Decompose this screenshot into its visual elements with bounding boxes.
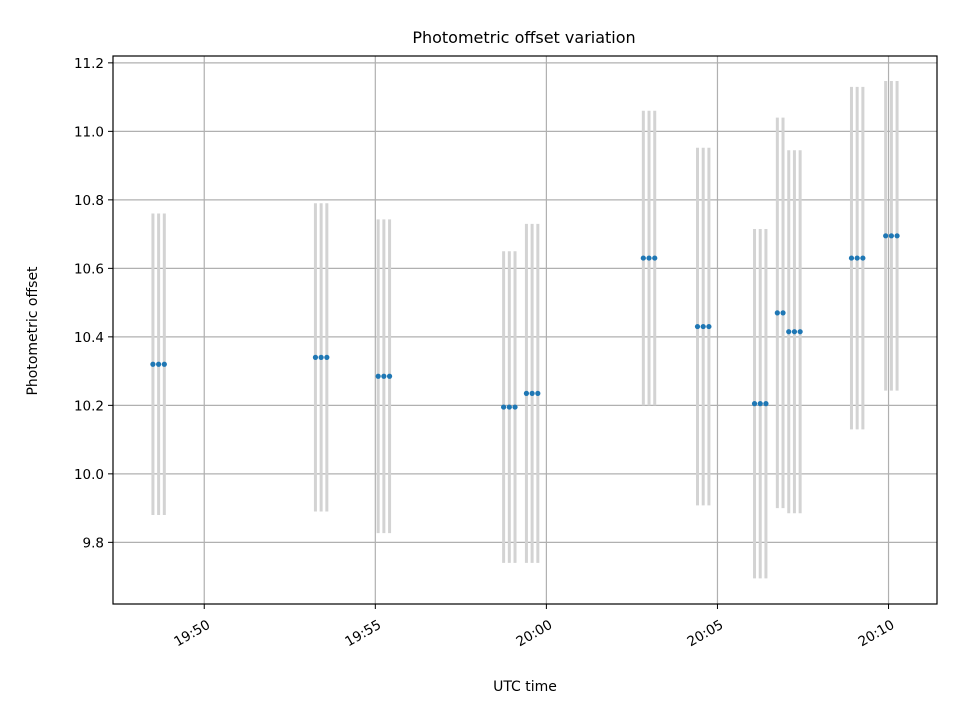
data-point: [646, 255, 652, 261]
y-tick-label: 10.8: [74, 193, 104, 209]
data-point: [312, 354, 319, 360]
data-point: [523, 390, 530, 396]
y-axis-ticks: 9.8 10.0 10.2 10.4 10.6 10.8 11.0 11.2: [74, 56, 113, 551]
data-point: [780, 310, 786, 316]
data-point: [774, 310, 780, 316]
y-tick-label: 10.6: [74, 261, 104, 277]
data-points: [150, 233, 900, 410]
plot-frame: [112, 55, 938, 605]
chart-title: Photometric offset variation: [412, 28, 635, 47]
x-axis-label: UTC time: [493, 679, 557, 695]
data-point: [535, 390, 541, 396]
data-point: [381, 373, 387, 379]
data-point: [652, 255, 658, 261]
data-point: [791, 329, 798, 335]
x-axis-ticks: 19:50 19:55 20:00 20:05 20:10: [171, 604, 897, 650]
data-point: [757, 401, 763, 407]
data-point: [694, 323, 701, 330]
x-tick-label: 20:10: [856, 617, 898, 650]
data-point: [512, 404, 518, 410]
y-axis-label: Photometric offset: [25, 266, 41, 396]
y-tick-label: 11.2: [74, 56, 104, 72]
data-point: [763, 401, 769, 407]
data-point: [700, 323, 706, 330]
x-tick-label: 20:05: [685, 617, 727, 650]
y-tick-label: 9.8: [83, 535, 104, 551]
data-point: [386, 373, 393, 379]
data-point: [848, 255, 855, 261]
y-tick-label: 10.2: [74, 398, 104, 414]
data-point: [640, 255, 646, 261]
data-point: [161, 361, 167, 367]
data-point: [854, 255, 860, 261]
x-tick-label: 20:00: [513, 617, 555, 650]
data-point: [375, 373, 381, 379]
data-point: [324, 354, 330, 360]
data-point: [506, 404, 512, 410]
data-point: [883, 233, 889, 239]
x-tick-label: 19:55: [342, 617, 384, 650]
data-point: [156, 361, 162, 367]
data-point: [860, 255, 866, 261]
data-point: [797, 329, 803, 335]
data-point: [501, 404, 507, 410]
data-point: [150, 361, 156, 367]
y-tick-label: 10.0: [74, 467, 104, 483]
data-point: [529, 390, 535, 396]
data-point: [318, 354, 324, 360]
error-bars: [151, 81, 899, 579]
data-point: [786, 329, 792, 335]
x-tick-label: 19:50: [171, 617, 213, 650]
data-point: [888, 233, 894, 239]
y-tick-label: 10.4: [74, 330, 104, 346]
data-point: [894, 233, 900, 239]
data-point: [706, 323, 712, 330]
data-point: [751, 401, 758, 407]
y-tick-label: 11.0: [74, 124, 104, 140]
